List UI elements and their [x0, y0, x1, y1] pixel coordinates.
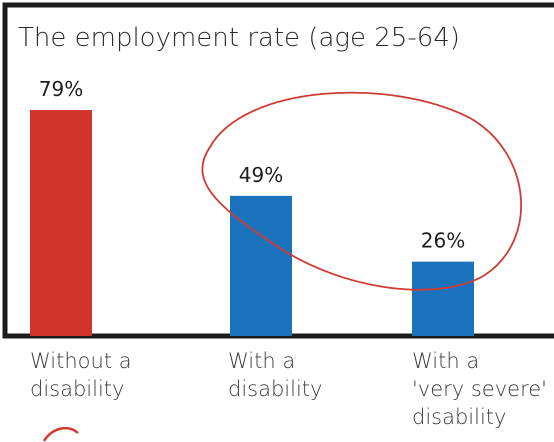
bar-2 [230, 195, 292, 336]
annotation-mark [42, 426, 79, 442]
x-axis-category-label-3: With a 'very severe' disability [412, 349, 547, 429]
bar-value-label-1: 79% [39, 77, 83, 101]
bar-value-label-3: 26% [421, 229, 465, 253]
x-axis-category-label-1: Without a disability [30, 349, 132, 401]
x-axis-category-label-2: With a disability [228, 349, 323, 401]
chart-title: The employment rate (age 25-64) [18, 23, 460, 53]
annotation-ellipse [201, 91, 522, 291]
bar-value-label-2: 49% [239, 163, 283, 187]
bar-1 [30, 110, 92, 336]
bar-3 [412, 261, 474, 336]
